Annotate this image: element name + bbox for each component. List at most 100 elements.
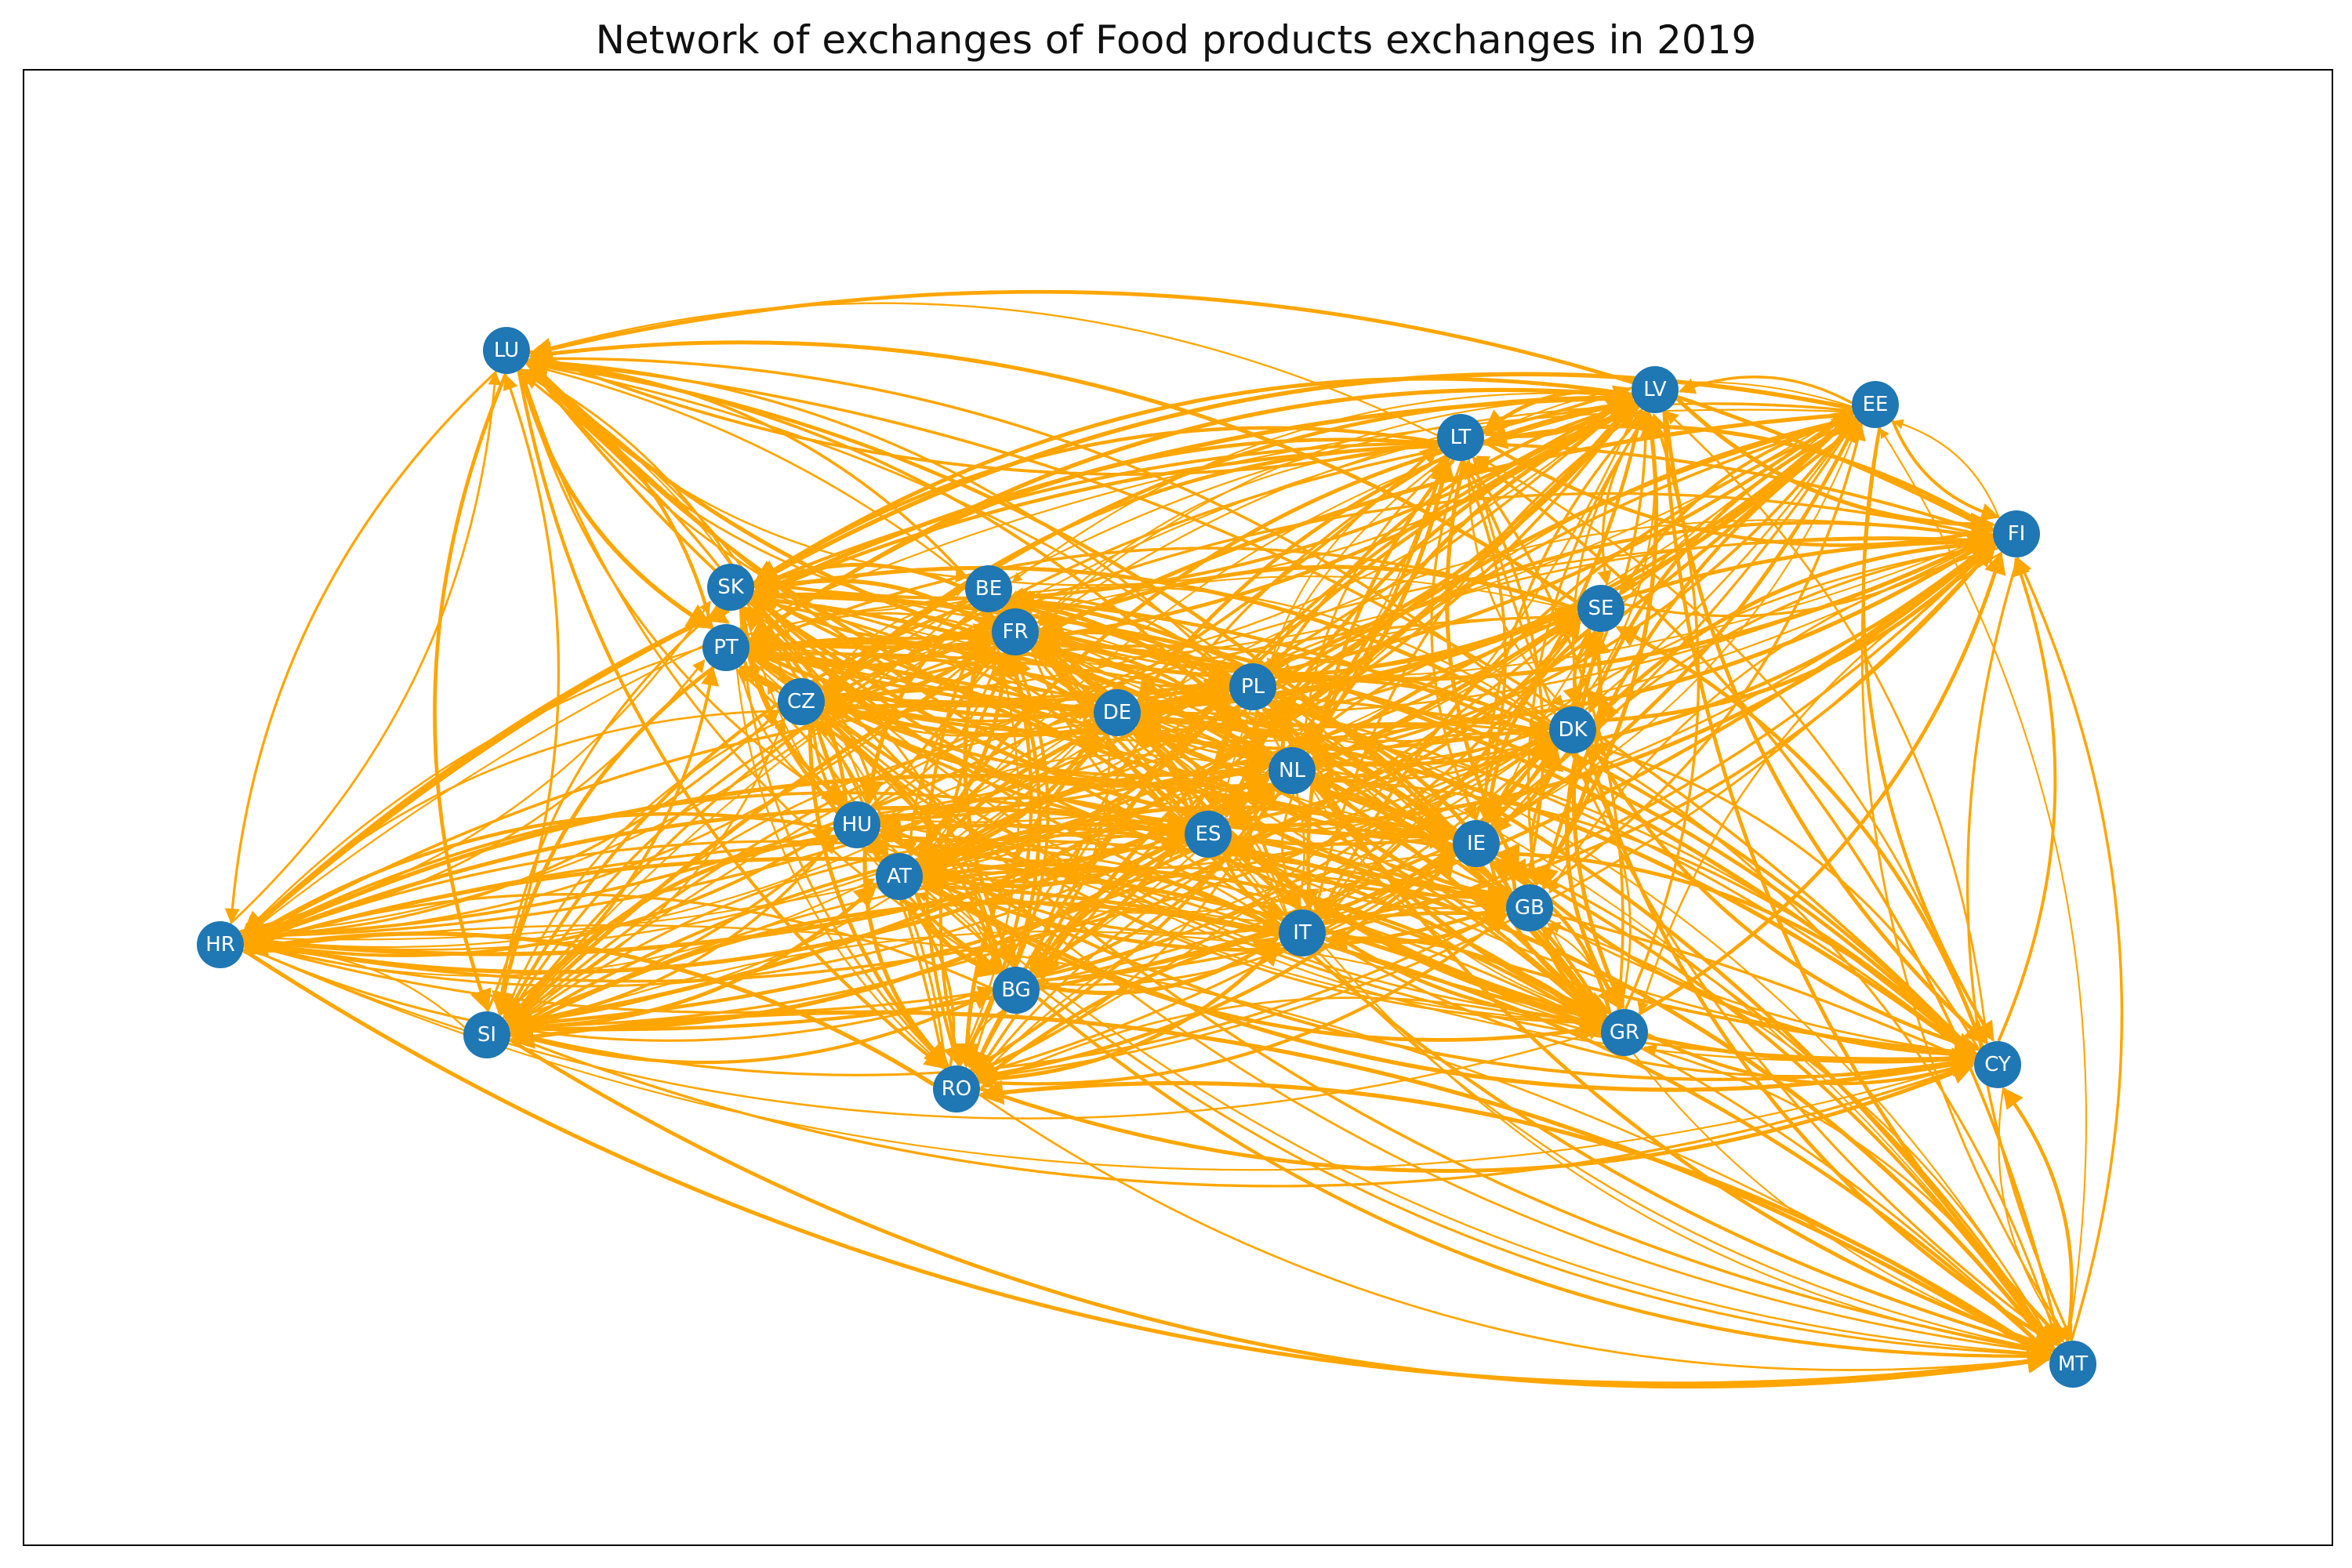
edge-FI-LU [528,289,1994,533]
edge-BE-SK [753,562,967,591]
node-BE: BE [965,565,1012,612]
edge-HR-BG [243,945,993,1042]
edge-FI-SK [753,441,1994,589]
edge-RO-BE [956,612,1020,1066]
node-circle-SK [707,564,754,611]
edge-RO-HR [242,931,935,1087]
edge-LT-LU [530,302,1438,437]
node-GB: GB [1506,884,1553,931]
node-circle-DE [1094,689,1141,736]
node-circle-CZ [778,678,825,725]
node-label-PL: PL [1241,675,1265,699]
edge-RO-FR [957,655,1033,1067]
edge-IT-FR [1031,649,1287,916]
node-label-FR: FR [1002,620,1028,644]
node-label-AT: AT [887,865,912,888]
edge-GR-NL [1309,781,1608,1019]
edge-ES-MT [1227,845,2053,1355]
edge-GR-CZ [822,702,1604,1025]
edge-HR-LU [230,372,502,925]
edge-BG-NL [1033,784,1274,978]
edge-FI-EE [1893,419,2000,519]
node-circle-FR [992,608,1039,655]
node-circle-MT [2049,1341,2096,1388]
edge-GR-IT [1323,927,1603,1027]
edge-EE-CY [1861,427,1994,1042]
node-label-LT: LT [1450,426,1472,449]
edge-SI-SE [508,616,1579,1028]
node-circle-SE [1577,585,1624,632]
node-circle-LT [1437,414,1484,461]
node-label-FI: FI [2008,522,2026,546]
node-label-IT: IT [1293,921,1312,945]
node-circle-HU [833,801,880,848]
edge-CY-LU [527,354,1978,1056]
node-label-NL: NL [1279,759,1305,782]
node-FR: FR [992,608,1039,655]
edge-NL-FR [1035,633,1272,762]
edge-SI-NL [509,776,1271,1032]
edge-RO-DK [976,740,1553,1080]
node-SE: SE [1577,585,1624,632]
node-circle-IE [1453,820,1500,867]
node-AT: AT [876,853,923,900]
edge-MT-DK [1587,748,2060,1346]
edge-IE-DK [1490,746,1564,828]
node-LV: LV [1632,366,1679,413]
edge-PT-RO [735,668,946,1068]
edge-SI-BG [510,990,993,1065]
node-circle-LV [1632,366,1679,413]
edge-AT-PL [920,696,1232,868]
edge-FI-DK [1594,541,1995,722]
edge-SI-HR [242,946,466,1029]
node-label-MT: MT [2058,1352,2088,1376]
edge-IT-MT [1322,943,2053,1356]
edge-RO-AT [904,899,956,1067]
edge-BG-MT [1036,996,2052,1367]
node-label-SE: SE [1588,597,1614,620]
node-label-HR: HR [205,933,235,956]
edge-LT-FR [1037,445,1439,623]
node-BG: BG [993,967,1040,1014]
node-label-IE: IE [1467,832,1486,855]
node-FI: FI [1993,510,2040,557]
edge-IT-CY [1324,936,1975,1078]
edge-HR-LV [241,397,1633,938]
node-MT: MT [2049,1341,2096,1388]
node-circle-GR [1601,1009,1648,1056]
node-label-GB: GB [1515,896,1544,920]
edge-MT-EE [1879,428,2087,1341]
node-label-PT: PT [713,636,739,659]
edge-CY-FI [1997,557,2057,1042]
edge-BG-AT [916,891,1000,975]
edge-MT-GR [1643,1044,2056,1351]
node-circle-FI [1993,510,2040,557]
edge-MT-SI [509,1010,2052,1362]
edge-HR-PL [242,691,1230,951]
node-label-EE: EE [1863,393,1889,416]
edge-SI-LV [506,399,1635,1026]
edge-SK-PT [706,602,730,625]
edge-SI-MT [509,1038,2051,1389]
node-HU: HU [833,801,880,848]
edge-MT-LT [1472,457,2062,1345]
edge-GR-LV [1624,413,1700,1010]
edge-MT-RO [978,1080,2052,1360]
edge-MT-PL [1271,701,2056,1350]
node-label-SI: SI [477,1023,496,1047]
edge-CZ-HR [242,710,780,936]
node-label-GR: GR [1610,1021,1639,1044]
edge-MT-BE [1007,597,2056,1352]
node-circle-DK [1549,706,1596,753]
edge-GR-GB [1544,927,1611,1014]
node-circle-BE [965,565,1012,612]
plot-frame [23,69,2333,1546]
edge-DK-GR [1564,752,1622,1011]
edge-MT-HR [243,924,2051,1360]
node-GR: GR [1601,1009,1648,1056]
edge-LT-HR [241,445,1439,937]
edge-HU-MT [877,833,2052,1359]
node-label-CZ: CZ [787,690,815,713]
